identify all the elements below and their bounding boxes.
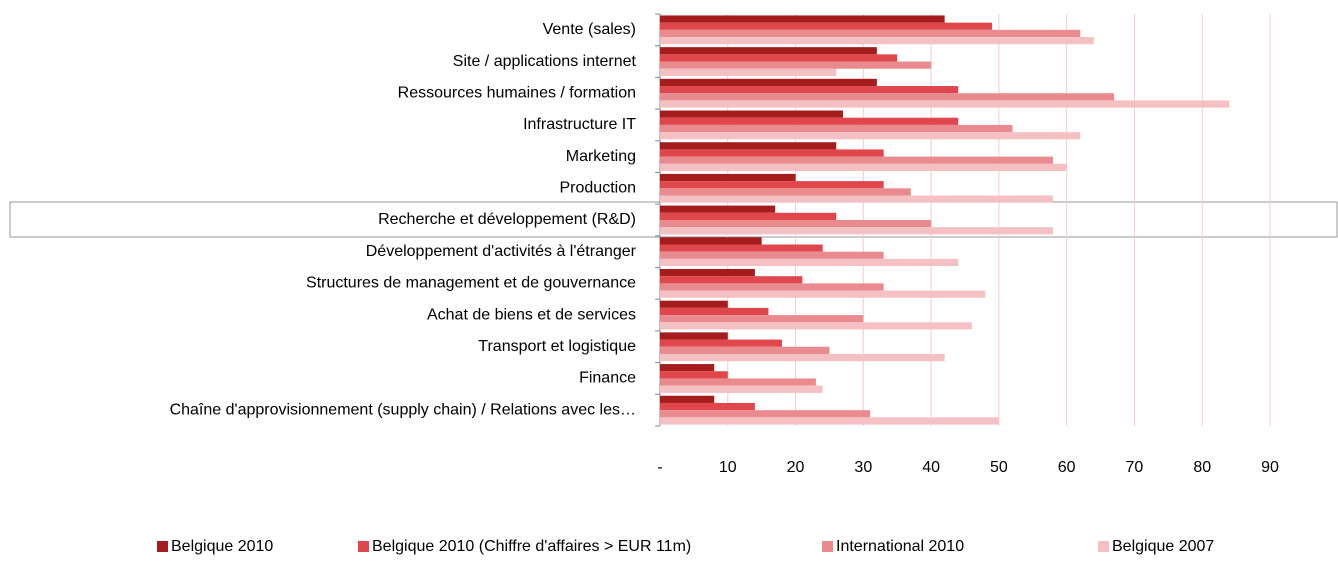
bar xyxy=(660,78,877,87)
bar xyxy=(660,244,823,252)
bar xyxy=(660,371,728,379)
legend-label: International 2010 xyxy=(836,538,964,555)
y-tick-label: Chaîne d'approvisionnement (supply chain… xyxy=(170,401,636,418)
bar xyxy=(660,47,877,55)
bar xyxy=(660,156,1054,164)
x-tick-label: 10 xyxy=(719,459,737,476)
legend-label: Belgique 2010 xyxy=(171,538,273,555)
bar xyxy=(660,173,796,182)
x-tick-label: 20 xyxy=(787,459,805,476)
bar xyxy=(660,268,755,277)
bar xyxy=(660,100,1230,108)
legend-swatch xyxy=(1098,541,1109,552)
bar xyxy=(660,332,728,340)
bar xyxy=(660,385,823,393)
bar xyxy=(660,37,1094,45)
legend-label: Belgique 2007 xyxy=(1112,538,1214,555)
bar xyxy=(660,29,1081,38)
x-tick-label: - xyxy=(657,459,662,476)
bar xyxy=(660,22,993,30)
bar xyxy=(660,117,959,125)
bar xyxy=(660,237,762,245)
bar xyxy=(660,124,1013,133)
bar xyxy=(660,315,864,323)
bar xyxy=(660,322,972,330)
bar xyxy=(660,353,945,362)
bar xyxy=(660,227,1054,235)
x-tick-label: 70 xyxy=(1126,459,1144,476)
bar xyxy=(660,395,715,403)
bar xyxy=(660,410,871,418)
x-tick-label: 60 xyxy=(1058,459,1076,476)
bar xyxy=(660,220,932,228)
bar xyxy=(660,68,837,76)
bar xyxy=(660,15,945,23)
bar xyxy=(660,417,999,425)
y-tick-label: Développement d'activités à l'étranger xyxy=(366,243,637,260)
y-tick-label: Site / applications internet xyxy=(453,53,637,70)
bar xyxy=(660,149,884,157)
bar xyxy=(660,364,715,372)
y-tick-label: Ressources humaines / formation xyxy=(398,84,636,101)
legend-label: Belgique 2010 (Chiffre d'affaires > EUR … xyxy=(372,538,691,555)
bar xyxy=(660,283,884,291)
bar xyxy=(660,132,1081,140)
bar xyxy=(660,378,816,386)
legend-swatch xyxy=(822,541,833,552)
bar xyxy=(660,142,837,150)
bar xyxy=(660,346,830,354)
y-tick-label: Recherche et développement (R&D) xyxy=(378,211,636,228)
bar xyxy=(660,307,769,316)
y-tick-label: Infrastructure IT xyxy=(523,116,636,133)
bar xyxy=(660,290,986,298)
bar xyxy=(660,258,959,267)
bar xyxy=(660,86,959,94)
x-tick-label: 90 xyxy=(1261,459,1279,476)
bar xyxy=(660,181,884,189)
bar xyxy=(660,205,776,213)
x-tick-label: 30 xyxy=(854,459,872,476)
y-tick-label: Production xyxy=(560,180,637,197)
y-tick-label: Marketing xyxy=(566,148,636,165)
bar xyxy=(660,93,1115,101)
bar xyxy=(660,188,911,196)
y-tick-label: Structures de management et de gouvernan… xyxy=(306,275,636,292)
legend-swatch xyxy=(358,541,369,552)
y-tick-label: Vente (sales) xyxy=(543,21,636,38)
bar xyxy=(660,251,884,259)
bar xyxy=(660,163,1067,172)
bar xyxy=(660,402,755,411)
bar xyxy=(660,300,728,308)
x-tick-label: 40 xyxy=(922,459,940,476)
y-tick-label: Transport et logistique xyxy=(478,338,636,355)
bar xyxy=(660,212,837,220)
x-tick-label: 80 xyxy=(1193,459,1211,476)
bar xyxy=(660,61,932,69)
bar xyxy=(660,276,803,284)
bar xyxy=(660,110,843,118)
y-tick-label: Achat de biens et de services xyxy=(427,306,636,323)
y-tick-label: Finance xyxy=(579,370,636,387)
bar xyxy=(660,195,1054,203)
legend-swatch xyxy=(157,541,168,552)
x-tick-label: 50 xyxy=(990,459,1008,476)
bar xyxy=(660,339,782,347)
bar xyxy=(660,54,898,62)
